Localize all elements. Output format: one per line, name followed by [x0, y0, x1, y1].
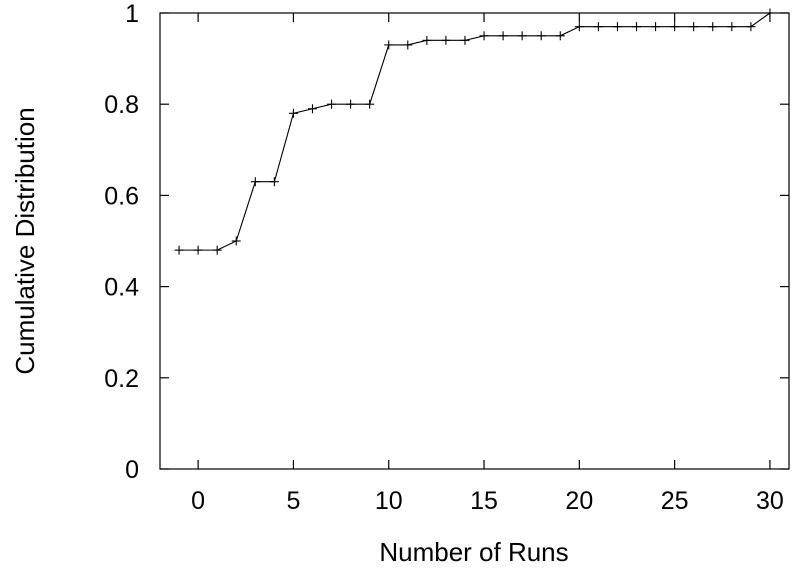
- plot-frame: [159, 12, 790, 470]
- y-tick-label: 0.6: [104, 182, 139, 210]
- data-point: [307, 104, 317, 114]
- x-tick-label: 30: [756, 487, 784, 515]
- x-tick-label: 15: [470, 487, 498, 515]
- data-point: [498, 31, 508, 41]
- data-point: [632, 22, 642, 32]
- x-tick-label: 10: [375, 487, 403, 515]
- data-point: [288, 108, 298, 118]
- data-point: [536, 31, 546, 41]
- x-tick-label: 0: [191, 487, 205, 515]
- series-group: [174, 8, 775, 255]
- data-point: [746, 22, 756, 32]
- y-tick-label: 0.4: [104, 274, 139, 302]
- data-point: [765, 8, 775, 18]
- data-point: [593, 22, 603, 32]
- x-axis-label: Number of Runs: [379, 537, 568, 567]
- data-point: [670, 22, 680, 32]
- series-line: [179, 12, 771, 251]
- data-point: [574, 22, 584, 32]
- data-point: [346, 99, 356, 109]
- data-point: [708, 22, 718, 32]
- data-point: [689, 22, 699, 32]
- x-tick-label: 5: [286, 487, 300, 515]
- x-tick-label: 20: [565, 487, 593, 515]
- data-point: [460, 35, 470, 45]
- data-point: [193, 245, 203, 255]
- data-point: [231, 236, 241, 246]
- y-axis-label: Cumulative Distribution: [10, 107, 40, 374]
- y-tick-label: 0: [125, 456, 139, 484]
- data-point: [403, 40, 413, 50]
- data-point: [327, 99, 337, 109]
- y-tick-label: 1: [125, 0, 139, 28]
- data-point: [365, 99, 375, 109]
- data-point: [441, 35, 451, 45]
- data-point: [479, 31, 489, 41]
- y-tick-label: 0.8: [104, 91, 139, 119]
- data-point: [651, 22, 661, 32]
- data-point: [250, 177, 260, 187]
- data-point: [555, 31, 565, 41]
- x-axis-ticks: 0 5 10 15 20 25 30: [191, 13, 784, 515]
- data-point: [212, 245, 222, 255]
- data-point: [174, 245, 184, 255]
- data-point: [612, 22, 622, 32]
- data-point: [517, 31, 527, 41]
- data-point: [727, 22, 737, 32]
- data-point: [269, 177, 279, 187]
- x-tick-label: 25: [661, 487, 689, 515]
- y-tick-label: 0.2: [104, 365, 139, 393]
- data-point: [384, 40, 394, 50]
- data-point: [422, 35, 432, 45]
- y-axis-ticks: 0 0.2 0.4 0.6 0.8 1: [104, 0, 789, 484]
